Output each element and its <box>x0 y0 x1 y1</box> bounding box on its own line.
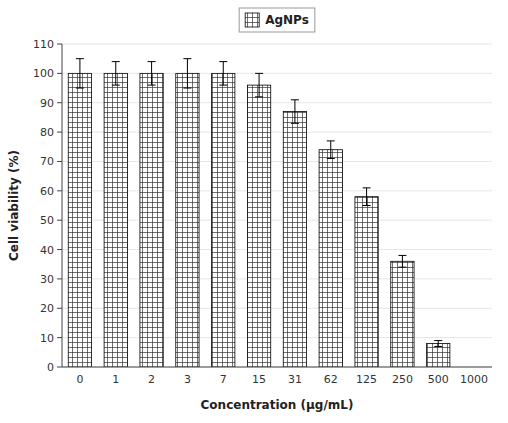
error-bar <box>112 62 120 85</box>
error-bar <box>327 141 335 159</box>
x-tick-label: 3 <box>184 373 191 386</box>
bar <box>104 73 127 367</box>
x-tick-label: 31 <box>288 373 302 386</box>
x-tick-label: 250 <box>392 373 413 386</box>
x-tick-label: 125 <box>356 373 377 386</box>
x-axis-line <box>62 367 492 368</box>
x-tick-label: 1 <box>112 373 119 386</box>
y-tick-label: 80 <box>40 126 54 139</box>
y-tick <box>57 44 62 45</box>
x-tick-label: 7 <box>220 373 227 386</box>
y-tick-label: 40 <box>40 244 54 257</box>
error-bar <box>398 255 406 267</box>
x-tick-label: 0 <box>76 373 83 386</box>
x-tick-label: 1000 <box>460 373 488 386</box>
error-bar <box>434 341 442 347</box>
y-axis-label: Cell viability (%) <box>7 150 21 261</box>
y-tick-label: 0 <box>47 361 54 374</box>
bars <box>68 59 450 367</box>
y-tick-label: 10 <box>40 332 54 345</box>
bar <box>140 73 163 367</box>
y-tick <box>57 367 62 368</box>
bar <box>391 261 414 367</box>
y-tick <box>57 249 62 250</box>
error-bar <box>183 59 191 88</box>
x-axis-label: Concentration (μg/mL) <box>201 398 354 412</box>
y-tick <box>57 73 62 74</box>
bar <box>355 197 378 367</box>
y-tick-label: 50 <box>40 214 54 227</box>
x-axis: 0 1 2 3 7 15 31 62 125 250 500 1000 <box>76 373 488 386</box>
y-tick <box>57 220 62 221</box>
x-tick-label: 15 <box>252 373 266 386</box>
bar <box>176 73 199 367</box>
error-bar <box>363 188 371 206</box>
legend-frame <box>239 8 315 32</box>
grid-line <box>62 367 492 368</box>
error-bar <box>255 73 263 96</box>
y-tick-label: 20 <box>40 302 54 315</box>
y-tick <box>57 278 62 279</box>
y-tick <box>57 308 62 309</box>
y-tick-label: 70 <box>40 155 54 168</box>
y-tick <box>57 102 62 103</box>
grid-line <box>62 44 492 45</box>
y-tick <box>57 337 62 338</box>
y-axis-line <box>62 44 63 367</box>
grid <box>62 44 492 367</box>
y-tick-label: 100 <box>33 67 54 80</box>
legend-label: AgNPs <box>265 13 309 27</box>
y-tick <box>57 161 62 162</box>
y-tick <box>57 132 62 133</box>
bar <box>212 73 235 367</box>
y-tick-label: 60 <box>40 185 54 198</box>
error-bar <box>291 100 299 123</box>
y-tick-label: 110 <box>33 38 54 51</box>
error-bar <box>76 59 84 88</box>
y-tick <box>57 190 62 191</box>
error-bar <box>219 62 227 85</box>
x-tick-label: 2 <box>148 373 155 386</box>
legend-swatch <box>245 13 259 27</box>
bar <box>427 344 450 367</box>
chart: 0 10 20 30 40 50 60 70 80 90 100 110 0 1 2 3 7 15 31 62 125 2… <box>0 0 508 423</box>
x-tick-label: 62 <box>324 373 338 386</box>
bar <box>283 112 306 367</box>
y-tick-label: 90 <box>40 97 54 110</box>
legend: AgNPs <box>239 8 315 32</box>
x-tick-label: 500 <box>428 373 449 386</box>
y-axis: 0 10 20 30 40 50 60 70 80 90 100 110 <box>33 38 62 374</box>
error-bar <box>148 62 156 85</box>
bar <box>68 73 91 367</box>
bar <box>247 85 270 367</box>
bar <box>319 150 342 367</box>
y-tick-label: 30 <box>40 273 54 286</box>
